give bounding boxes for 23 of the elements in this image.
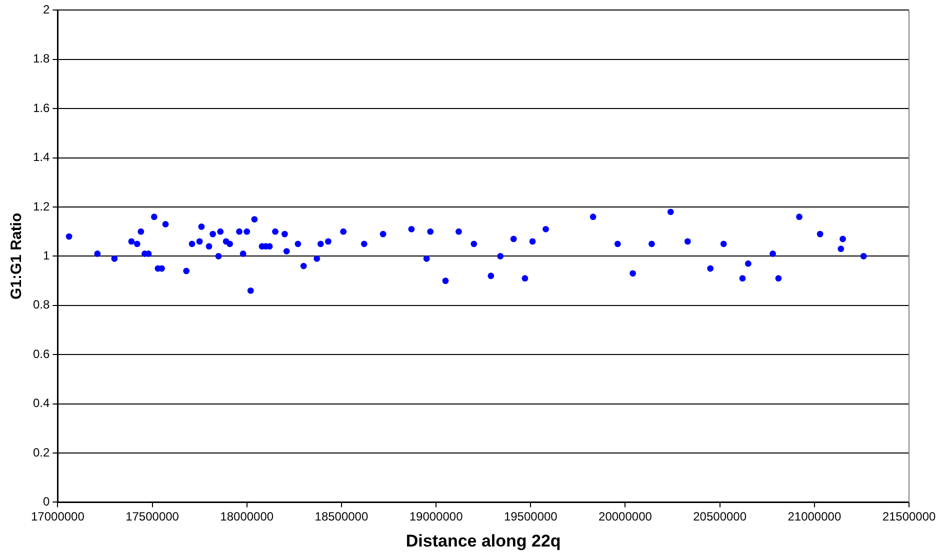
x-tick-label: 19000000 <box>409 510 464 524</box>
x-tick-label: 20500000 <box>693 510 747 524</box>
y-tick-label: 0.4 <box>32 396 50 410</box>
x-axis-title: Distance along 22q <box>406 531 561 550</box>
x-tick-label: 18000000 <box>220 510 274 524</box>
x-tick-label: 18500000 <box>314 510 368 524</box>
y-tick-label: 1.6 <box>32 100 50 115</box>
y-axis-title: G1:G1 Ratio <box>8 212 26 300</box>
y-tick-label: 0.6 <box>32 346 50 361</box>
y-tick-label: 1.8 <box>32 52 50 66</box>
x-tick-label: 17000000 <box>30 510 85 524</box>
y-tick-label: 2 <box>42 2 50 17</box>
y-tick-label: 0.8 <box>32 298 50 312</box>
y-tick-label: 1.4 <box>32 150 50 164</box>
x-tick-label: 17500000 <box>126 510 180 524</box>
y-tick-label: 0.2 <box>32 445 50 460</box>
x-tick-label: 20000000 <box>598 510 652 524</box>
x-tick-label: 21500000 <box>882 510 936 524</box>
y-tick-label: 1 <box>42 248 50 263</box>
y-tick-label: 1.2 <box>32 199 50 214</box>
x-tick-label: 19500000 <box>504 510 558 524</box>
x-tick-label: 21000000 <box>788 510 842 524</box>
y-tick-label: 0 <box>42 494 50 509</box>
